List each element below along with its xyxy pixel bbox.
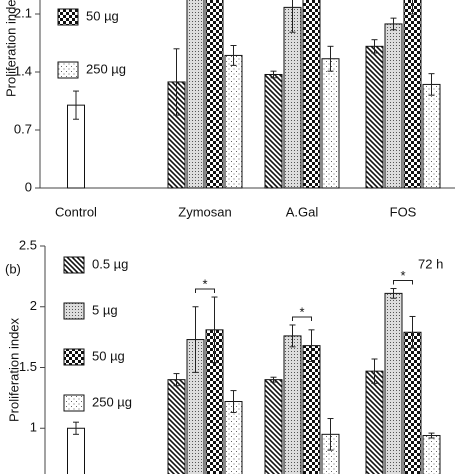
error-bar	[289, 0, 296, 33]
significance-bracket	[195, 288, 215, 294]
bar	[264, 73, 283, 189]
error-bar	[211, 296, 218, 364]
bar	[264, 379, 283, 474]
bar	[384, 23, 403, 189]
bar	[167, 379, 186, 474]
legend-swatch	[63, 394, 85, 412]
legend-swatch	[57, 61, 79, 79]
error-bar	[192, 306, 199, 373]
legend-label: 0.5 µg	[92, 256, 128, 271]
error-bar	[230, 390, 237, 413]
error-bar	[390, 17, 397, 31]
bar	[321, 58, 340, 189]
error-bar	[173, 373, 180, 387]
error-bar	[289, 324, 296, 348]
bar	[403, 0, 422, 189]
error-bar	[327, 45, 334, 72]
error-bar	[409, 315, 416, 349]
bar	[365, 370, 384, 474]
error-bar	[428, 432, 435, 439]
error-bar	[308, 329, 315, 362]
y-tick-label: 0.7	[14, 121, 32, 136]
error-bar	[409, 0, 416, 15]
panel-label: (b)	[5, 261, 21, 276]
legend-label: 50 µg	[86, 8, 119, 23]
bar	[283, 335, 302, 474]
significance-star: *	[202, 276, 207, 291]
legend-swatch	[57, 8, 79, 26]
significance-star: *	[299, 304, 304, 319]
legend-swatch	[63, 256, 85, 274]
error-bar	[270, 376, 277, 383]
significance-bracket	[393, 280, 413, 285]
y-tick-label: 0	[25, 179, 32, 194]
bar	[403, 331, 422, 474]
legend-label: 50 µg	[92, 348, 125, 363]
bar	[302, 0, 321, 189]
error-bar	[173, 48, 180, 116]
x-tick-label: FOS	[390, 204, 417, 219]
significance-bracket	[292, 316, 312, 321]
bar	[422, 83, 441, 189]
bar	[302, 345, 321, 474]
error-bar	[73, 90, 79, 120]
error-bar	[371, 39, 378, 54]
bar	[384, 292, 403, 474]
y-tick-label: 2.5	[19, 237, 37, 252]
x-tick-label: Control	[55, 204, 97, 219]
bar	[67, 427, 85, 474]
error-bar	[230, 44, 237, 66]
legend-label: 250 µg	[92, 394, 132, 409]
significance-star: *	[400, 268, 405, 283]
legend-label: 5 µg	[92, 302, 118, 317]
y-tick-label: 1.4	[14, 63, 32, 78]
bar	[422, 435, 441, 474]
y-tick-label: 2	[30, 298, 37, 313]
error-bar	[327, 418, 334, 451]
note: 72 h	[418, 256, 443, 271]
y-axis-label: Proliferation index	[3, 0, 18, 97]
error-bar	[73, 421, 79, 435]
x-tick-label: A.Gal	[286, 204, 319, 219]
bar	[224, 54, 243, 189]
error-bar	[270, 70, 277, 79]
bar	[365, 45, 384, 189]
y-tick-label: 2.1	[14, 5, 32, 20]
x-tick-label: Zymosan	[178, 204, 231, 219]
bar	[283, 6, 302, 189]
y-tick-label: 1.5	[19, 359, 37, 374]
legend-swatch	[63, 348, 85, 366]
bar	[205, 0, 224, 189]
legend-swatch	[63, 302, 85, 320]
legend-label: 250 µg	[86, 61, 126, 76]
y-tick-label: 1	[30, 420, 37, 435]
error-bar	[428, 73, 435, 96]
error-bar	[390, 288, 397, 299]
y-axis-label: Proliferation index	[6, 317, 21, 422]
error-bar	[371, 358, 378, 384]
bar	[186, 0, 205, 189]
